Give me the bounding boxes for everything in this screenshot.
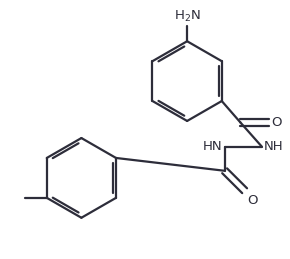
Text: HN: HN — [203, 140, 222, 153]
Text: O: O — [271, 116, 282, 129]
Text: H$_2$N: H$_2$N — [174, 9, 201, 24]
Text: NH: NH — [264, 140, 284, 153]
Text: O: O — [247, 193, 258, 207]
